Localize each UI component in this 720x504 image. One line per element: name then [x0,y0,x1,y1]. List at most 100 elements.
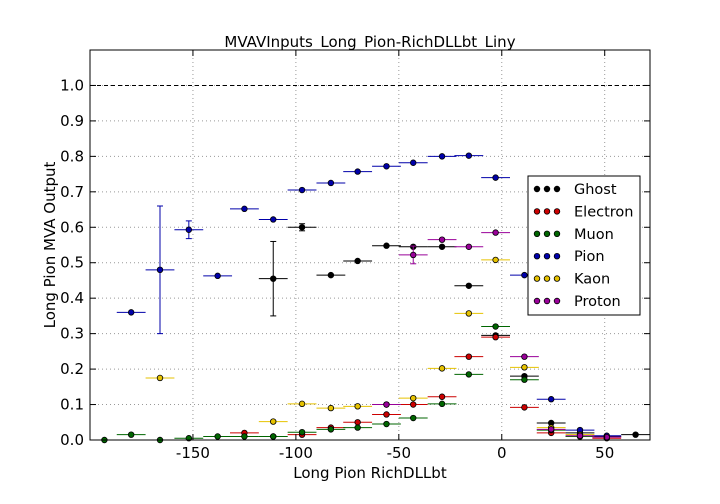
pion-point [287,186,317,194]
ghost-point [372,242,401,249]
muon-marker [383,420,390,428]
electron-point [398,401,428,408]
kaon-marker [354,403,361,410]
y-tick-label: 0.9 [60,112,84,130]
pion-point [316,179,346,187]
proton-marker [521,353,528,360]
legend-marker-muon [543,230,551,237]
kaon-point [145,374,175,382]
series-ghost [258,223,650,440]
legend-marker-ghost [543,185,551,193]
electron-marker [410,401,417,408]
electron-marker [383,411,390,418]
proton-point [565,432,595,439]
muon-marker [465,371,473,378]
pion-marker [270,216,277,223]
y-tick-label: 0.5 [60,254,84,272]
legend-label-kaon: Kaon [574,272,610,288]
series-pion [116,152,622,439]
pion-marker [185,226,193,233]
legend-label-electron: Electron [574,204,633,220]
ghost-point [316,271,346,279]
kaon-marker [465,310,473,317]
legend-marker-pion [543,253,551,260]
muon-point [287,429,317,436]
y-axis-label: Long Pion MVA Output [41,161,59,328]
pion-marker [410,159,417,166]
pion-marker [354,168,361,175]
kaon-point [427,365,457,372]
kaon-marker [156,374,164,382]
muon-point [510,376,539,383]
muon-point [454,371,484,378]
pion-point [343,168,373,175]
muon-point [372,420,401,428]
legend-marker-proton [543,297,551,305]
legend-box [527,175,641,316]
legend-item-muon: Muon [533,227,614,243]
pion-marker [438,153,446,160]
electron-point [372,411,401,418]
pion-point [203,272,233,280]
ghost-point [621,431,650,438]
pion-marker [492,174,499,181]
ghost-point [343,257,373,265]
legend-item-kaon: Kaon [533,272,610,288]
muon-marker [298,429,306,436]
muon-point [343,424,373,431]
proton-marker [576,432,584,439]
pion-point [230,205,259,213]
muon-point [398,414,428,422]
proton-point [536,426,566,433]
ghost-marker [354,257,361,265]
electron-point [454,353,484,360]
pion-point [258,216,288,223]
legend-marker-muon [533,230,541,237]
muon-marker [327,426,335,433]
y-tick-label: 0.8 [60,147,84,165]
ghost-marker [465,282,473,289]
pion-marker [214,272,221,280]
y-tick-label: 0.3 [60,325,84,343]
ghost-marker [383,242,390,249]
pion-point [174,220,204,240]
muon-marker [438,400,446,408]
proton-point [510,353,539,360]
electron-marker [521,404,528,411]
legend-label-proton: Proton [574,294,621,310]
kaon-marker [492,256,499,264]
electron-marker [492,333,499,341]
kaon-marker [410,394,417,402]
muon-point [258,433,288,440]
plot-area [89,49,651,441]
ghost-marker [438,243,446,250]
x-tick-label: 0 [497,444,507,462]
y-tick-label: 0.6 [60,218,84,236]
muon-marker [410,414,417,422]
muon-point [116,431,146,438]
muon-marker [354,424,361,431]
kaon-point [398,394,428,402]
muon-marker [270,433,277,440]
ghost-marker [270,275,277,282]
pion-point [145,205,175,335]
proton-marker [410,251,417,259]
legend-item-pion: Pion [533,249,605,265]
pion-point [398,159,428,166]
legend-marker-electron [543,208,551,215]
legend-marker-electron [533,208,541,215]
pion-point [536,396,566,403]
electron-point [510,404,539,411]
legend-item-electron: Electron [533,204,633,220]
legend-marker-proton [533,297,541,305]
proton-marker [383,401,390,408]
legend: Ghost Electron Muon Pion Kaon Proton [527,175,641,316]
muon-marker [521,376,528,383]
legend-label-ghost: Ghost [574,182,617,198]
axis-ticks: -150 -100 -50 0 50 0.0 0.1 0.2 0.3 0.4 0.5 0.6 0.7 0.… [60,50,650,462]
legend-marker-kaon [543,275,551,282]
pion-point [481,174,510,181]
muon-marker [241,433,248,440]
muon-point [203,433,233,440]
